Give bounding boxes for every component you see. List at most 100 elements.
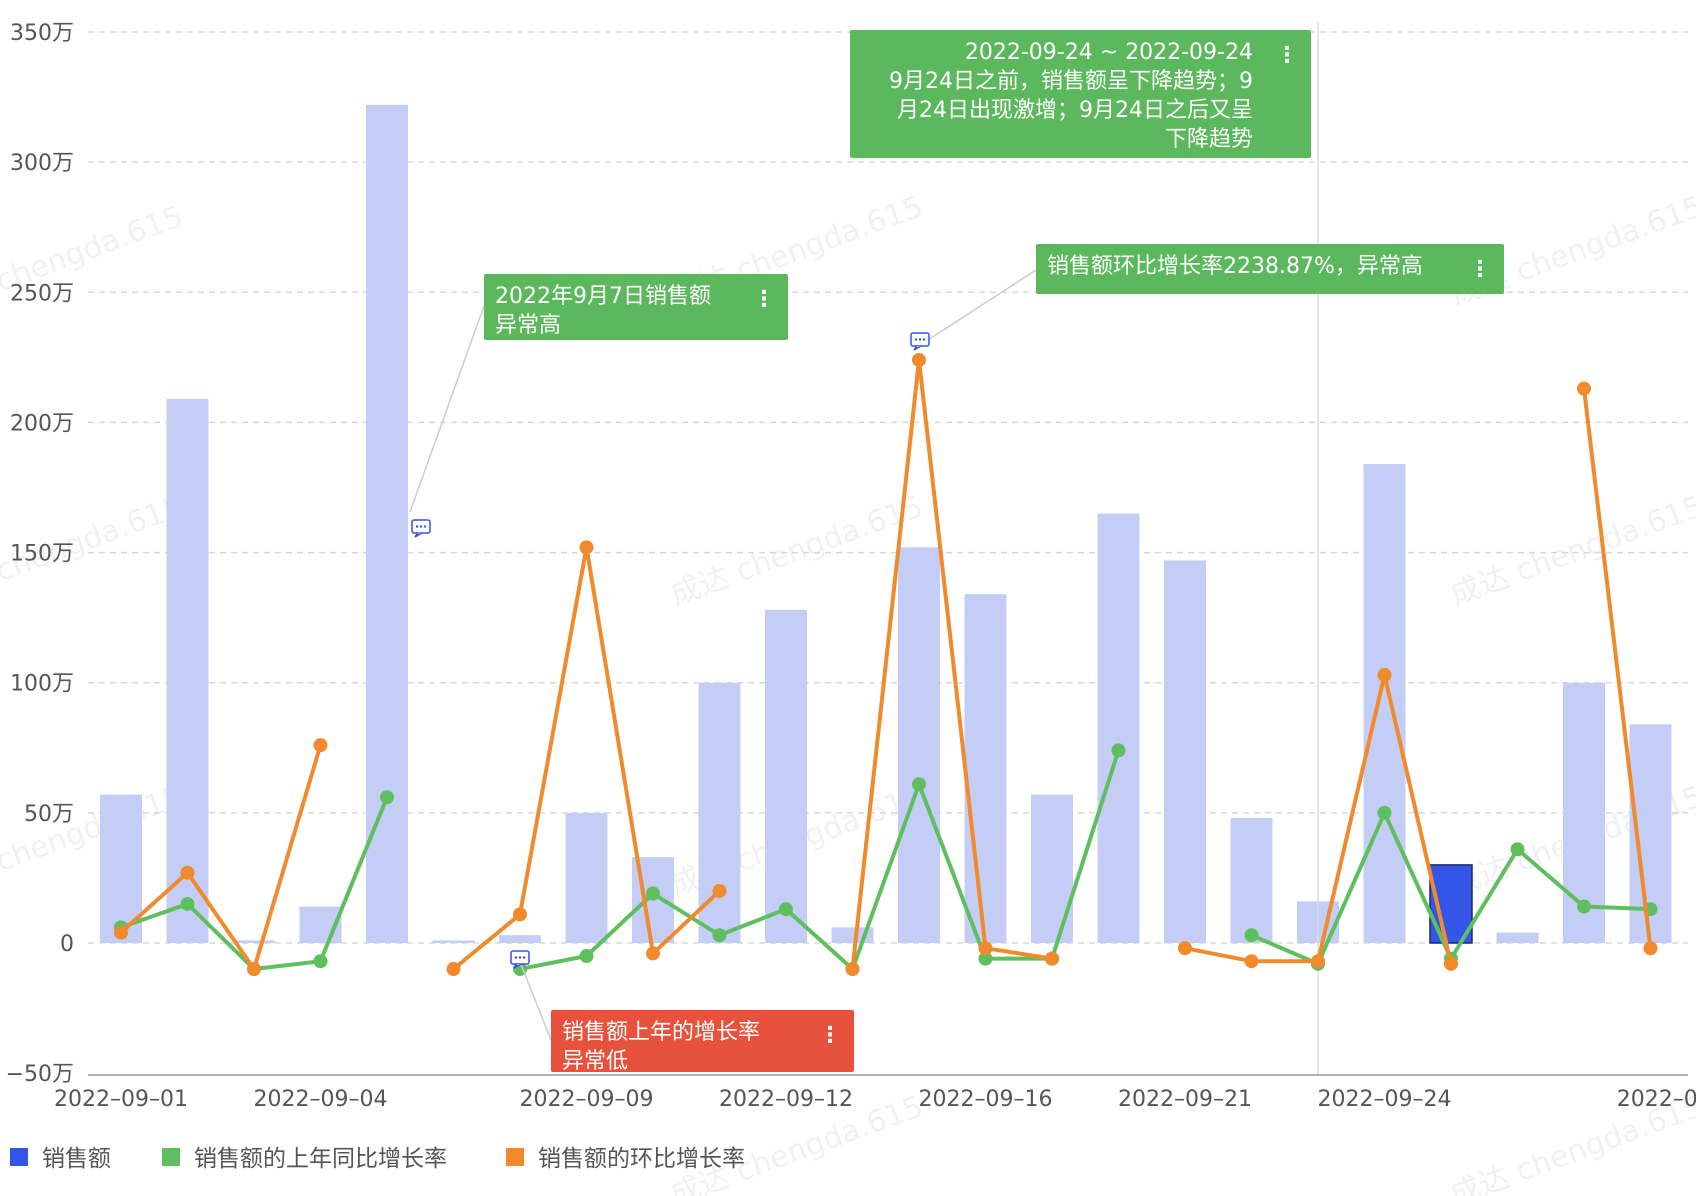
y-tick-label: −50万 bbox=[6, 1062, 74, 1087]
annotation-text: 2022年9月7日销售额 bbox=[495, 284, 711, 309]
bar bbox=[1031, 794, 1073, 943]
data-point bbox=[1045, 951, 1059, 966]
watermark-text: 成达 chengda.615 bbox=[0, 779, 188, 903]
watermark-text: 成达 chengda.615 bbox=[1446, 489, 1696, 613]
legend-label: 销售额 bbox=[42, 1146, 111, 1172]
annotation-ann3: 销售额环比增长率2238.87%，异常高 ⋮ bbox=[927, 244, 1504, 341]
data-point bbox=[978, 941, 993, 956]
bar bbox=[166, 399, 209, 943]
x-tick-label: 2022–09–24 bbox=[1318, 1087, 1452, 1112]
data-point bbox=[180, 896, 195, 911]
comment-icon-tail bbox=[513, 963, 522, 969]
x-tick-label: 2022–09–30 bbox=[1617, 1087, 1696, 1112]
data-point bbox=[1377, 805, 1392, 820]
y-tick-label: 50万 bbox=[24, 802, 74, 827]
y-tick-label: 300万 bbox=[10, 151, 74, 176]
bar bbox=[964, 594, 1007, 943]
data-point bbox=[912, 352, 926, 367]
annotation-menu-icon[interactable]: ⋮ bbox=[1276, 43, 1298, 68]
legend-swatch bbox=[162, 1148, 180, 1166]
annotation-leader-line bbox=[409, 305, 485, 513]
x-tick-label: 2022–09–04 bbox=[254, 1087, 388, 1112]
data-point bbox=[978, 951, 993, 966]
data-point bbox=[513, 907, 527, 922]
x-tick-label: 2022–09–01 bbox=[54, 1087, 188, 1112]
annotation-text: 9月24日之前，销售额呈下降趋势；9 bbox=[889, 69, 1253, 94]
comment-icon-tail bbox=[414, 532, 423, 538]
annotation-leader-line bbox=[927, 269, 1037, 341]
data-point bbox=[912, 777, 926, 792]
comment-icon[interactable] bbox=[510, 950, 530, 969]
bar bbox=[765, 609, 807, 943]
data-point bbox=[313, 954, 328, 969]
data-point bbox=[712, 883, 727, 898]
annotation-menu-icon[interactable]: ⋮ bbox=[753, 287, 775, 312]
comment-icon-dot bbox=[518, 956, 522, 959]
data-point bbox=[446, 962, 461, 977]
x-tick-label: 2022–09–09 bbox=[520, 1087, 654, 1112]
y-tick-label: 250万 bbox=[10, 281, 74, 306]
data-point bbox=[313, 738, 328, 753]
bar bbox=[1164, 560, 1206, 943]
bar bbox=[1496, 932, 1539, 943]
data-point bbox=[1244, 954, 1259, 969]
x-tick-label: 2022–09–16 bbox=[919, 1087, 1053, 1112]
annotation-text: 销售额上年的增长率 bbox=[562, 1020, 760, 1045]
data-point bbox=[180, 865, 195, 880]
data-point bbox=[1444, 956, 1458, 971]
watermark-text: 成达 chengda.615 bbox=[666, 489, 928, 613]
annotation-box bbox=[484, 274, 788, 340]
y-tick-label: 200万 bbox=[10, 411, 74, 436]
comment-icon-dot bbox=[922, 338, 926, 341]
annotation-ann2: 2022-09-24 ~ 2022-09-24 9月24日之前，销售额呈下降趋势；… bbox=[850, 30, 1311, 158]
bar bbox=[432, 940, 475, 943]
data-point bbox=[1510, 842, 1525, 857]
y-axis: 350万 300万 250万 200万 150万 100万 50万 0 −50万 bbox=[6, 21, 74, 1087]
data-point bbox=[646, 886, 660, 901]
series-line bbox=[1582, 388, 1653, 949]
comment-icon-dot bbox=[522, 956, 526, 959]
bar bbox=[499, 935, 541, 943]
legend-swatch bbox=[506, 1148, 524, 1166]
line-series bbox=[114, 352, 1658, 977]
bar bbox=[1097, 513, 1140, 943]
comment-icon-dot bbox=[914, 338, 918, 341]
bar bbox=[233, 940, 275, 943]
data-point bbox=[1111, 743, 1126, 758]
data-point bbox=[1577, 381, 1591, 396]
annotation-text: 销售额环比增长率2238.87%，异常高 bbox=[1047, 254, 1423, 279]
data-point bbox=[1577, 899, 1591, 914]
data-point bbox=[1643, 941, 1658, 956]
data-point bbox=[1244, 928, 1259, 943]
y-tick-label: 100万 bbox=[10, 672, 74, 697]
bar bbox=[366, 104, 408, 943]
data-point bbox=[712, 928, 727, 943]
comment-icon[interactable] bbox=[411, 519, 431, 538]
annotation-leader-line bbox=[519, 961, 552, 1041]
annotation-text: 月24日出现激增；9月24日之后又呈 bbox=[897, 98, 1253, 123]
series-line bbox=[850, 357, 1053, 970]
data-point bbox=[380, 790, 394, 805]
x-tick-label: 2022–09–12 bbox=[719, 1087, 853, 1112]
data-point bbox=[247, 962, 261, 977]
annotation-text: 2022-09-24 ~ 2022-09-24 bbox=[965, 40, 1253, 65]
comment-icon-dot bbox=[514, 956, 518, 959]
data-point bbox=[114, 925, 128, 940]
bar bbox=[698, 682, 741, 943]
legend-swatch bbox=[10, 1148, 28, 1166]
annotation-menu-icon[interactable]: ⋮ bbox=[1469, 257, 1491, 282]
comment-icon-dot bbox=[423, 525, 427, 528]
comment-icon[interactable] bbox=[910, 332, 930, 351]
annotation-menu-icon[interactable]: ⋮ bbox=[819, 1023, 841, 1048]
y-tick-label: 350万 bbox=[10, 21, 74, 46]
x-axis: 2022–09–01 2022–09–04 2022–09–09 2022–09–12… bbox=[54, 1087, 1696, 1112]
bar bbox=[565, 812, 608, 943]
comment-icon-dot bbox=[419, 525, 423, 528]
bar bbox=[1363, 464, 1406, 943]
data-point bbox=[579, 949, 594, 964]
x-tick-label: 2022–09–21 bbox=[1118, 1087, 1252, 1112]
